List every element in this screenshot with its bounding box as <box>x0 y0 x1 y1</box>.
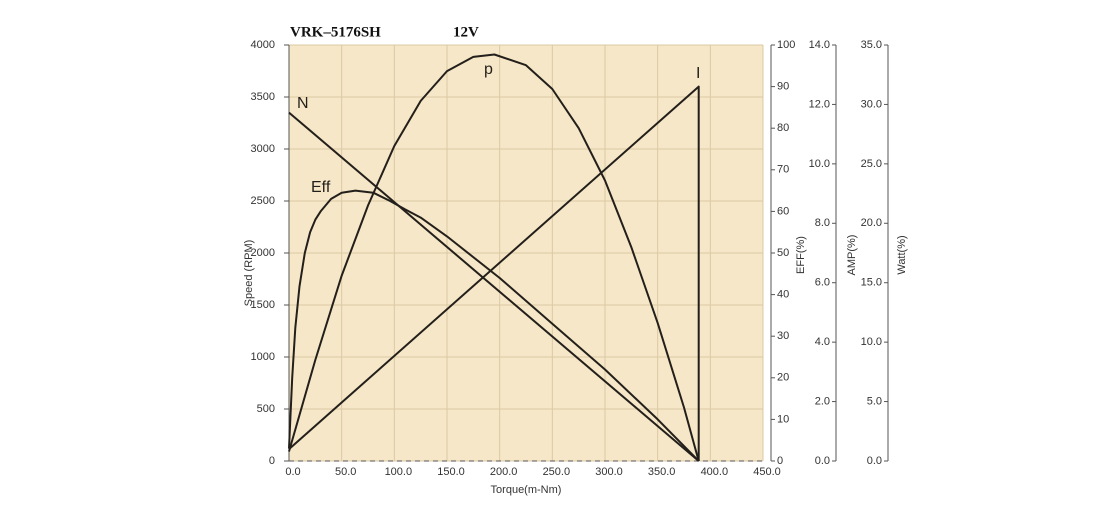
x-tick-label: 50.0 <box>335 466 356 478</box>
watt-tick-label: 20.0 <box>861 217 882 229</box>
watt-axis-label: Watt(%) <box>896 235 908 274</box>
x-tick-label: 400.0 <box>701 466 729 478</box>
amp-tick-label: 4.0 <box>815 336 830 348</box>
y-tick-label: 2500 <box>251 195 275 207</box>
watt-tick-label: 30.0 <box>861 98 882 110</box>
x-tick-label: 200.0 <box>490 466 518 478</box>
amp-tick-label: 2.0 <box>815 395 830 407</box>
amp-tick-label: 8.0 <box>815 217 830 229</box>
y-tick-label: 2000 <box>251 247 275 259</box>
series-line <box>288 85 700 461</box>
x-tick-label: 300.0 <box>595 466 623 478</box>
series-label: N <box>297 95 309 112</box>
amp-tick-label: 12.0 <box>809 98 830 110</box>
chart-title: VRK–5176SH <box>290 24 381 40</box>
x-tick-label: 250.0 <box>543 466 571 478</box>
amp-tick-label: 0.0 <box>815 455 830 467</box>
x-tick-label: 450.0 <box>753 466 781 478</box>
x-tick-label: 350.0 <box>648 466 676 478</box>
y-tick-label: 1000 <box>251 351 275 363</box>
series-label: I <box>696 65 700 82</box>
eff-tick-label: 100 <box>777 39 795 51</box>
eff-tick-label: 90 <box>777 81 789 93</box>
y-tick-label: 4000 <box>251 39 275 51</box>
series-line <box>288 53 700 462</box>
series-label: Eff <box>311 179 331 196</box>
eff-tick-label: 40 <box>777 289 789 301</box>
watt-tick-label: 25.0 <box>861 158 882 170</box>
y-tick-label: 3500 <box>251 91 275 103</box>
x-tick-label: 100.0 <box>385 466 413 478</box>
x-tick-label: 0.0 <box>285 466 300 478</box>
amp-tick-label: 14.0 <box>809 39 830 51</box>
amp-axis-label: AMP(%) <box>846 235 858 276</box>
watt-tick-label: 15.0 <box>861 277 882 289</box>
eff-tick-label: 10 <box>777 413 789 425</box>
eff-axis-label: EFF(%) <box>795 236 807 274</box>
x-tick-label: 150.0 <box>437 466 465 478</box>
series-label: p <box>484 61 493 78</box>
amp-tick-label: 6.0 <box>815 277 830 289</box>
y-tick-label: 3000 <box>251 143 275 155</box>
y-tick-label: 0 <box>269 455 275 467</box>
eff-tick-label: 80 <box>777 122 789 134</box>
series-line <box>288 111 700 462</box>
eff-tick-label: 30 <box>777 330 789 342</box>
watt-tick-label: 5.0 <box>867 395 882 407</box>
eff-tick-label: 60 <box>777 205 789 217</box>
x-axis-label: Torque(m-Nm) <box>491 484 562 496</box>
watt-tick-label: 35.0 <box>861 39 882 51</box>
y-axis-label: Speed (RPM) <box>243 240 255 307</box>
eff-tick-label: 50 <box>777 247 789 259</box>
eff-tick-label: 70 <box>777 164 789 176</box>
watt-tick-label: 10.0 <box>861 336 882 348</box>
eff-tick-label: 0 <box>777 455 783 467</box>
chart-subtitle: 12V <box>453 24 479 40</box>
watt-tick-label: 0.0 <box>867 455 882 467</box>
y-tick-label: 500 <box>257 403 275 415</box>
series-line <box>288 189 700 462</box>
amp-tick-label: 10.0 <box>809 158 830 170</box>
y-tick-label: 1500 <box>251 299 275 311</box>
eff-tick-label: 20 <box>777 372 789 384</box>
